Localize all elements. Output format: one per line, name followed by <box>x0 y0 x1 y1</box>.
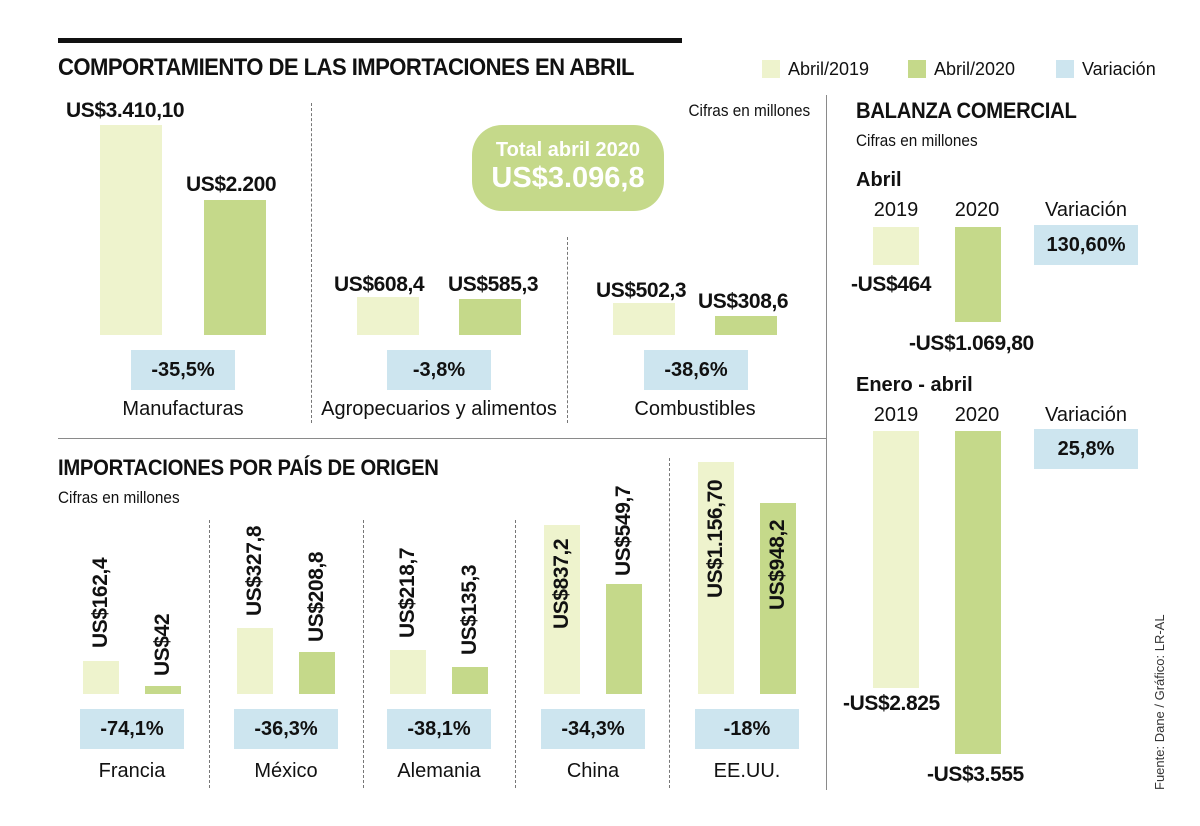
total-badge: Total abril 2020 US$3.096,8 <box>472 125 664 211</box>
variation-badge: -18% <box>695 709 799 749</box>
value-label: US$948,2 <box>766 519 789 610</box>
bar-combustibles-2019 <box>613 303 675 335</box>
country-divider <box>363 520 364 788</box>
section-divider <box>58 438 826 439</box>
group-title-abril: Abril <box>856 169 902 191</box>
legend-swatch <box>908 60 926 78</box>
value-label: -US$2.825 <box>843 692 940 715</box>
category-label: Combustibles <box>634 398 756 420</box>
countries-title: IMPORTACIONES POR PAÍS DE ORIGEN <box>58 455 439 480</box>
value-label: US$135,3 <box>458 564 481 655</box>
total-label: Total abril 2020 <box>495 139 641 161</box>
group-title-enero-abril: Enero - abril <box>856 374 973 396</box>
value-label: US$1.156,70 <box>704 479 727 598</box>
variation-badge: 130,60% <box>1034 225 1138 265</box>
title-rule <box>58 38 682 43</box>
legend-label: Abril/2020 <box>934 58 1016 79</box>
bar-francia-2019 <box>83 661 119 694</box>
sector-divider <box>567 237 568 423</box>
value-label: -US$3.555 <box>927 763 1024 786</box>
bar-eeuu-2020 <box>760 503 796 694</box>
country-divider <box>669 458 670 788</box>
value-label: -US$1.069,80 <box>909 332 1034 355</box>
value-label: US$2.200 <box>186 173 277 196</box>
legend-swatch <box>1056 60 1074 78</box>
bar-china-2020 <box>606 584 642 694</box>
variation-badge: 25,8% <box>1034 429 1138 469</box>
source-note: Fuente: Dane / Gráfico: LR-AL <box>1152 614 1167 790</box>
legend-item-variacion: Variación <box>1056 59 1156 79</box>
year-label: 2019 <box>873 404 919 426</box>
variation-badge: -36,3% <box>234 709 338 749</box>
variation-heading: Variación <box>1045 199 1127 221</box>
bar-mexico-2019 <box>237 628 273 694</box>
bar-alemania-2019 <box>390 650 426 694</box>
country-divider <box>209 520 210 788</box>
bar-eeuu-2019 <box>698 462 734 694</box>
bar-alemania-2020 <box>452 667 488 694</box>
value-label: US$585,3 <box>448 273 539 296</box>
balanza-title: BALANZA COMERCIAL <box>856 98 1077 123</box>
year-label: 2020 <box>954 404 1000 426</box>
sector-divider <box>311 103 312 423</box>
bar-china-2019 <box>544 525 580 694</box>
value-label: -US$464 <box>851 273 932 296</box>
total-value: US$3.096,8 <box>491 162 645 194</box>
countries-note: Cifras en millones <box>58 488 180 507</box>
value-label: US$837,2 <box>550 538 573 629</box>
value-label: US$162,4 <box>89 557 112 648</box>
value-label: US$208,8 <box>305 551 328 642</box>
category-label: Alemania <box>397 760 481 782</box>
variation-badge: -74,1% <box>80 709 184 749</box>
value-label: US$3.410,10 <box>66 99 185 122</box>
value-label: US$608,4 <box>334 273 425 296</box>
variation-badge: -34,3% <box>541 709 645 749</box>
legend-item-2019: Abril/2019 <box>762 59 869 79</box>
bar-combustibles-2020 <box>715 316 777 335</box>
legend-swatch <box>762 60 780 78</box>
country-divider <box>515 520 516 788</box>
right-panel-divider <box>826 95 827 790</box>
variation-badge: -38,1% <box>387 709 491 749</box>
chart-title: COMPORTAMIENTO DE LAS IMPORTACIONES EN A… <box>58 54 635 81</box>
value-label: US$42 <box>151 613 174 676</box>
units-note: Cifras en millones <box>688 101 810 120</box>
legend-label: Abril/2019 <box>788 58 870 79</box>
variation-heading: Variación <box>1045 404 1127 426</box>
bar-balanza-abril-2019 <box>873 227 919 265</box>
variation-badge: -35,5% <box>131 350 235 390</box>
category-label: Agropecuarios y alimentos <box>321 398 557 420</box>
balanza-note: Cifras en millones <box>856 131 978 150</box>
category-label: China <box>566 760 620 782</box>
bar-balanza-eneabr-2020 <box>955 431 1001 754</box>
variation-badge: -3,8% <box>387 350 491 390</box>
legend-item-2020: Abril/2020 <box>908 59 1015 79</box>
bar-balanza-eneabr-2019 <box>873 431 919 688</box>
bar-mexico-2020 <box>299 652 335 694</box>
value-label: US$549,7 <box>612 485 635 576</box>
value-label: US$502,3 <box>596 279 687 302</box>
bar-francia-2020 <box>145 686 181 694</box>
bar-agro-2020 <box>459 299 521 335</box>
value-label: US$308,6 <box>698 290 789 313</box>
year-label: 2019 <box>873 199 919 221</box>
bar-balanza-abril-2020 <box>955 227 1001 322</box>
bar-manufacturas-2020 <box>204 200 266 335</box>
year-label: 2020 <box>954 199 1000 221</box>
legend-label: Variación <box>1082 58 1156 79</box>
bar-manufacturas-2019 <box>100 125 162 335</box>
category-label: México <box>254 760 318 782</box>
value-label: US$327,8 <box>243 525 266 616</box>
value-label: US$218,7 <box>396 547 419 638</box>
category-label: Manufacturas <box>122 398 244 420</box>
category-label: Francia <box>98 760 166 782</box>
category-label: EE.UU. <box>713 760 781 782</box>
bar-agro-2019 <box>357 297 419 335</box>
variation-badge: -38,6% <box>644 350 748 390</box>
